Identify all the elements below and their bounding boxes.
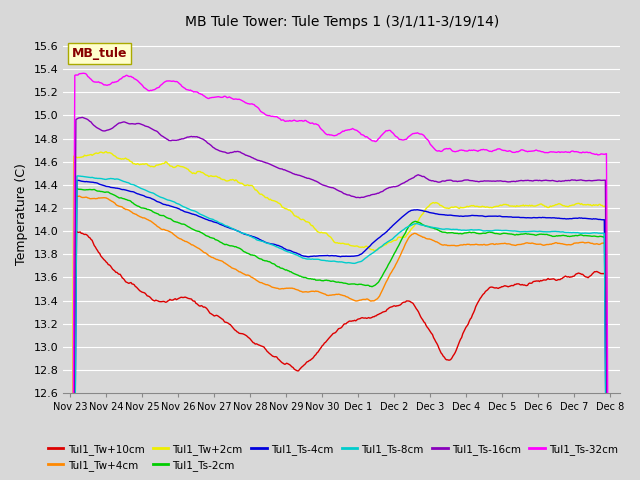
Tul1_Ts-2cm (388, 254, 396, 260)
Tul1_Ts-4cm (594, 216, 602, 222)
Tul1_Ts-2cm (360, 282, 367, 288)
Tul1_Ts-16cm (594, 177, 602, 183)
Tul1_Tw+2cm (388, 238, 396, 244)
Tul1_Ts-32cm (327, 132, 335, 138)
Tul1_Ts-8cm (74, 173, 82, 179)
Tul1_Tw+4cm (388, 267, 396, 273)
Line: Tul1_Tw+2cm: Tul1_Tw+2cm (70, 152, 610, 480)
Tul1_Ts-8cm (509, 228, 517, 234)
Tul1_Tw+10cm (360, 315, 367, 321)
Tul1_Tw+10cm (509, 283, 517, 288)
Tul1_Ts-2cm (327, 278, 335, 284)
Line: Tul1_Ts-16cm: Tul1_Ts-16cm (70, 118, 610, 480)
Tul1_Tw+2cm (594, 203, 602, 208)
Line: Tul1_Ts-4cm: Tul1_Ts-4cm (70, 180, 610, 480)
Tul1_Ts-8cm (324, 258, 332, 264)
Tul1_Ts-16cm (324, 184, 332, 190)
Tul1_Ts-32cm (79, 71, 87, 76)
Tul1_Ts-8cm (594, 230, 602, 236)
Tul1_Tw+10cm (327, 333, 335, 339)
Line: Tul1_Ts-2cm: Tul1_Ts-2cm (70, 188, 610, 480)
Tul1_Ts-16cm (360, 194, 367, 200)
Line: Tul1_Ts-32cm: Tul1_Ts-32cm (70, 73, 610, 480)
Tul1_Tw+4cm (509, 242, 517, 248)
Tul1_Ts-16cm (388, 184, 396, 190)
Tul1_Tw+10cm (72, 228, 80, 234)
Tul1_Ts-4cm (324, 252, 332, 258)
Title: MB Tule Tower: Tule Temps 1 (3/1/11-3/19/14): MB Tule Tower: Tule Temps 1 (3/1/11-3/19… (185, 15, 499, 29)
Line: Tul1_Tw+10cm: Tul1_Tw+10cm (70, 231, 610, 480)
Tul1_Tw+4cm (594, 241, 602, 247)
Tul1_Ts-2cm (72, 185, 80, 191)
Tul1_Tw+2cm (102, 149, 110, 155)
Tul1_Ts-8cm (327, 258, 335, 264)
Y-axis label: Temperature (C): Temperature (C) (15, 163, 28, 264)
Tul1_Tw+4cm (360, 297, 367, 302)
Tul1_Ts-32cm (324, 132, 332, 138)
Tul1_Tw+4cm (76, 193, 83, 199)
Tul1_Ts-4cm (73, 178, 81, 183)
Tul1_Ts-2cm (594, 234, 602, 240)
Line: Tul1_Tw+4cm: Tul1_Tw+4cm (70, 196, 610, 480)
Tul1_Tw+2cm (509, 204, 517, 209)
Tul1_Ts-2cm (324, 277, 332, 283)
Tul1_Tw+2cm (327, 234, 335, 240)
Legend: Tul1_Tw+10cm, Tul1_Tw+4cm, Tul1_Tw+2cm, Tul1_Ts-2cm, Tul1_Ts-4cm, Tul1_Ts-8cm, T: Tul1_Tw+10cm, Tul1_Tw+4cm, Tul1_Tw+2cm, … (44, 439, 622, 475)
Tul1_Ts-4cm (327, 253, 335, 259)
Tul1_Ts-32cm (594, 152, 602, 158)
Tul1_Tw+10cm (324, 337, 332, 343)
Tul1_Ts-16cm (327, 185, 335, 191)
Tul1_Ts-4cm (388, 223, 396, 228)
Tul1_Ts-32cm (360, 132, 367, 138)
Tul1_Tw+2cm (360, 244, 367, 250)
Tul1_Ts-16cm (509, 179, 517, 184)
Line: Tul1_Ts-8cm: Tul1_Ts-8cm (70, 176, 610, 480)
Tul1_Ts-32cm (388, 130, 396, 135)
Tul1_Tw+4cm (324, 292, 332, 298)
Tul1_Tw+10cm (594, 269, 602, 275)
Tul1_Tw+2cm (324, 232, 332, 238)
Tul1_Ts-4cm (509, 215, 517, 220)
Tul1_Ts-16cm (79, 115, 86, 120)
Text: MB_tule: MB_tule (72, 47, 127, 60)
Tul1_Ts-8cm (360, 257, 367, 263)
Tul1_Ts-8cm (388, 236, 396, 242)
Tul1_Ts-32cm (509, 150, 517, 156)
Tul1_Tw+4cm (327, 292, 335, 298)
Tul1_Ts-2cm (509, 231, 517, 237)
Tul1_Ts-4cm (360, 250, 367, 255)
Tul1_Tw+10cm (388, 304, 396, 310)
